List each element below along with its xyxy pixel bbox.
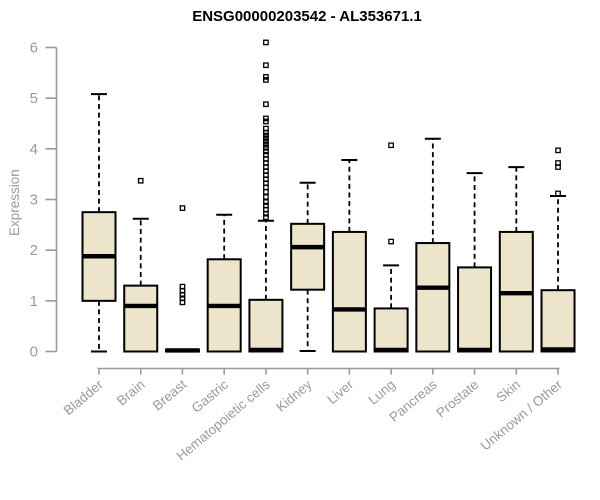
outlier-point <box>179 291 186 298</box>
outlier-point <box>263 39 269 46</box>
outlier-point <box>263 189 269 195</box>
outlier-point <box>263 74 269 80</box>
chart-title: ENSG00000203542 - AL353671.1 <box>192 8 422 25</box>
box <box>248 298 284 353</box>
x-category-label: Breast <box>150 377 190 414</box>
outlier-point <box>555 147 561 154</box>
x-category-label: Skin <box>493 377 523 405</box>
y-tick-label: 5 <box>30 90 38 107</box>
y-tick-label: 4 <box>30 141 38 158</box>
x-category-label: Brain <box>114 377 148 409</box>
x-category-label: Lung <box>365 377 398 408</box>
box <box>123 284 159 353</box>
box <box>290 222 326 291</box>
x-category-label: Liver <box>324 376 356 407</box>
box <box>331 230 367 353</box>
outlier-point <box>263 194 269 200</box>
x-category-label: Pancreas <box>386 377 440 425</box>
outlier-point <box>263 148 269 155</box>
box <box>457 266 493 353</box>
outlier-point <box>263 210 269 217</box>
outlier-point <box>263 118 269 125</box>
y-axis-label: Expression <box>7 169 22 236</box>
outlier-point <box>263 214 269 221</box>
outlier-point <box>263 115 269 122</box>
outlier-point <box>555 190 561 197</box>
outlier-point <box>263 144 269 151</box>
y-tick-label: 6 <box>30 40 38 57</box>
y-tick-label: 1 <box>30 293 38 310</box>
outlier-point <box>388 238 394 245</box>
x-category-label: Kidney <box>273 377 314 415</box>
outlier-point <box>263 101 269 108</box>
x-category-label: Bladder <box>61 376 107 418</box>
y-tick-label: 2 <box>30 242 38 259</box>
outlier-point <box>263 132 269 139</box>
outlier-point <box>263 77 269 83</box>
y-tick-label: 0 <box>30 344 38 361</box>
outlier-point <box>263 141 269 148</box>
box <box>415 242 451 353</box>
outlier-point <box>263 138 269 145</box>
outlier-point <box>137 177 144 184</box>
box <box>373 307 409 353</box>
outlier-point <box>388 142 394 149</box>
outlier-point <box>179 205 186 211</box>
outlier-point <box>555 164 561 170</box>
outlier-point <box>263 135 269 142</box>
y-tick-label: 3 <box>30 192 38 209</box>
outlier-point <box>263 62 269 69</box>
x-category-label: Prostate <box>433 377 481 421</box>
outlier-point <box>263 129 269 136</box>
box <box>540 289 576 353</box>
outlier-point <box>179 299 186 306</box>
outlier-point <box>263 199 269 205</box>
